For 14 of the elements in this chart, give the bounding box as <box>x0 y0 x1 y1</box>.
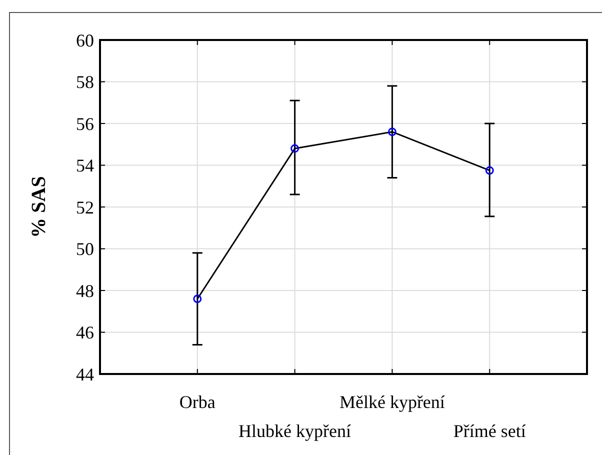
y-tick-label: 50 <box>76 239 94 260</box>
y-tick-label: 52 <box>76 197 94 218</box>
x-tick-label: Mělké kypření <box>339 392 445 412</box>
y-tick-label: 54 <box>76 156 94 176</box>
y-tick-label: 58 <box>76 72 94 92</box>
y-tick-label: 56 <box>76 114 94 134</box>
x-tick-label: Hlubké kypření <box>238 421 352 441</box>
x-tick-label: Přímé setí <box>453 421 526 441</box>
y-tick-label: 60 <box>76 30 94 50</box>
y-tick-label: 44 <box>76 364 94 384</box>
y-axis-title: % SAS <box>28 176 50 238</box>
y-tick-label: 46 <box>76 322 94 343</box>
y-tick-label: 48 <box>76 280 94 301</box>
x-tick-label: Orba <box>179 392 216 412</box>
